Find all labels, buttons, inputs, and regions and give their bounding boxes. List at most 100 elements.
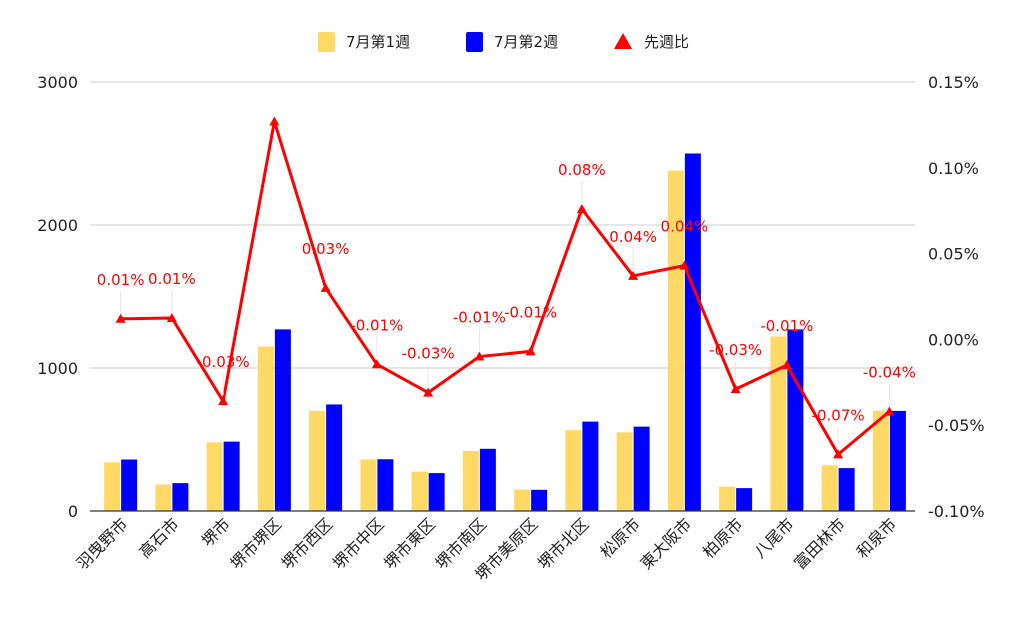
right-tick-label: 0.15%	[928, 73, 979, 92]
legend-label: 7月第1週	[346, 33, 410, 51]
legend-label: 7月第2週	[494, 33, 558, 51]
legend: 7月第1週 7月第2週 先週比	[318, 32, 689, 52]
category-label: 松原市	[597, 514, 644, 561]
category-label: 堺市北区	[534, 514, 593, 573]
left-tick-label: 1000	[37, 359, 78, 378]
left-axis-ticks: 0 1000 2000 3000	[37, 73, 78, 521]
ratio-marker	[474, 351, 485, 361]
category-label: 堺市中区	[329, 514, 388, 573]
bar-week2	[479, 448, 496, 511]
bar-week1	[462, 450, 479, 511]
ratio-marker	[730, 384, 741, 394]
bar-week1	[821, 465, 838, 511]
bar-week2	[377, 459, 394, 511]
ratio-marker	[679, 260, 690, 270]
ratio-marker	[833, 449, 844, 459]
bar-week1	[360, 459, 377, 511]
data-labels: 0.01% 0.01%-0.03%0.03%-0.01%-0.03%-0.01%-…	[97, 161, 916, 449]
ratio-marker	[166, 312, 177, 322]
bar-week2	[326, 404, 343, 511]
bar-week2	[838, 468, 855, 511]
category-label: 堺市堺区	[227, 514, 286, 573]
ratio-marker	[269, 116, 280, 126]
ratio-line	[120, 119, 891, 456]
legend-label: 先週比	[644, 33, 689, 51]
category-label: 堺市東区	[380, 514, 439, 573]
ratio-line-series	[115, 116, 895, 459]
category-label: 堺市	[198, 514, 234, 550]
bar-week2	[684, 153, 701, 511]
category-label: 羽曳野市	[73, 514, 132, 573]
bars	[104, 153, 906, 511]
bar-week1	[770, 336, 787, 511]
ratio-marker	[371, 359, 382, 369]
ratio-data-label: -0.03%	[197, 353, 250, 371]
ratio-marker	[576, 203, 587, 213]
ratio-data-label: 0.04%	[609, 228, 657, 246]
category-label: 富田林市	[790, 514, 849, 573]
bar-week1	[206, 442, 223, 511]
ratio-data-label: 0.01%	[148, 270, 196, 288]
bar-week1	[667, 170, 684, 511]
category-label: 八尾市	[750, 514, 797, 561]
ratio-data-label: -0.01%	[504, 303, 557, 321]
legend-swatch	[318, 32, 335, 52]
category-label: 和泉市	[853, 514, 900, 561]
bar-week1	[257, 346, 274, 511]
bar-week2	[223, 441, 240, 511]
bar-week1	[719, 486, 736, 511]
ratio-data-label: -0.01%	[453, 309, 506, 327]
bar-week1	[411, 471, 428, 511]
ratio-marker	[884, 406, 895, 416]
bar-week2	[582, 421, 599, 511]
ratio-data-label: -0.01%	[760, 317, 813, 335]
bar-week1	[104, 462, 121, 511]
bar-week2	[633, 426, 650, 511]
category-label: 東大阪市	[637, 514, 696, 573]
ratio-marker	[218, 396, 229, 406]
right-tick-label: 0.00%	[928, 330, 979, 349]
bar-week2	[531, 489, 548, 511]
ratio-marker	[320, 282, 331, 292]
legend-swatch	[466, 32, 483, 52]
right-axis-ticks: -0.10% -0.05% 0.00% 0.05% 0.10% 0.15%	[928, 73, 985, 521]
ratio-data-label: -0.04%	[863, 363, 916, 381]
bar-week1	[872, 410, 889, 511]
bar-week1	[155, 484, 172, 511]
legend-marker	[614, 33, 632, 49]
ratio-marker	[781, 360, 792, 370]
left-tick-label: 3000	[37, 73, 78, 92]
bar-week1	[565, 430, 582, 511]
bar-week2	[121, 459, 138, 511]
ratio-data-label: -0.07%	[812, 406, 865, 424]
right-tick-label: 0.10%	[928, 159, 979, 178]
bar-week2	[889, 410, 906, 511]
bar-week1	[616, 432, 633, 511]
ratio-marker	[628, 270, 639, 280]
ratio-marker	[423, 387, 434, 397]
category-label: 柏原市	[699, 514, 746, 561]
ratio-data-label: 0.04%	[661, 218, 709, 236]
right-tick-label: -0.05%	[928, 416, 985, 435]
ratio-data-label: -0.01%	[350, 316, 403, 334]
bar-week2	[787, 329, 804, 511]
right-tick-label: -0.10%	[928, 502, 985, 521]
left-tick-label: 2000	[37, 216, 78, 235]
bar-week2	[274, 329, 291, 511]
left-tick-label: 0	[68, 502, 78, 521]
right-tick-label: 0.05%	[928, 245, 979, 264]
category-label: 高石市	[135, 514, 182, 561]
bar-week2	[736, 488, 753, 511]
ratio-data-label: -0.03%	[709, 341, 762, 359]
ratio-marker	[115, 313, 126, 323]
ratio-data-label: 0.03%	[302, 240, 350, 258]
ratio-data-label: 0.08%	[558, 161, 606, 179]
ratio-marker	[525, 346, 536, 356]
ratio-data-label: -0.03%	[402, 345, 455, 363]
ratio-data-label: 0.01%	[97, 271, 145, 289]
bar-week2	[428, 473, 445, 511]
category-label: 堺市西区	[278, 514, 337, 573]
bar-week1	[514, 489, 531, 511]
